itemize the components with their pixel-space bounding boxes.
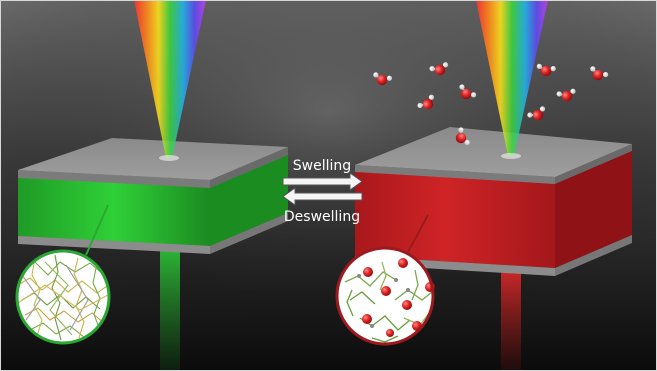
rainbow-beam-icon [134, 0, 206, 161]
rainbow-beam-icon [476, 0, 548, 159]
deswollen-sample [18, 138, 288, 371]
polymer-network-icon [15, 249, 111, 345]
red-film-front [355, 165, 555, 268]
right-film-top [355, 127, 632, 177]
right-zoom-line [407, 214, 429, 253]
left-film-top [18, 138, 288, 180]
green-transmitted-beam [160, 248, 180, 371]
red-transmitted-beam [501, 270, 521, 371]
polymer-network-icon [335, 246, 435, 346]
left-zoom-line [85, 204, 109, 256]
double-arrow-icon [282, 172, 363, 206]
swelling-label: Swelling [293, 158, 351, 174]
deswelling-label: Deswelling [284, 209, 360, 225]
